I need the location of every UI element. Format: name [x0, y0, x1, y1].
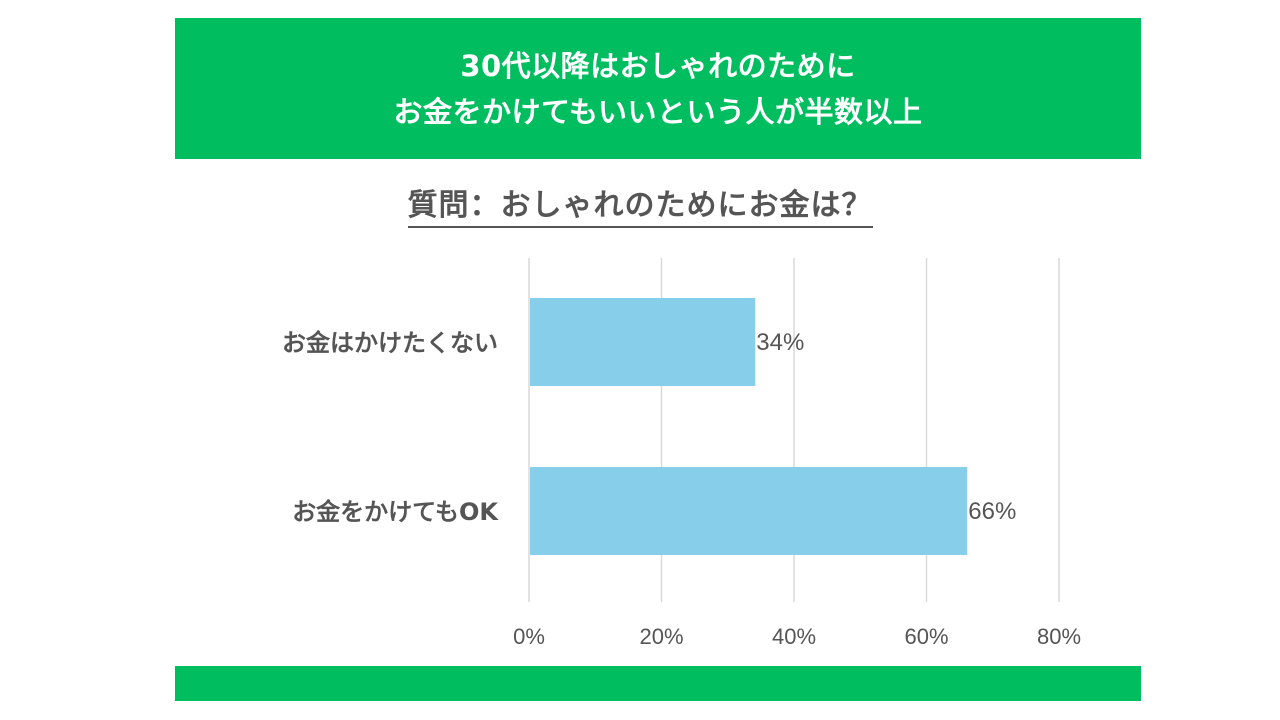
footer-bar [175, 666, 1141, 701]
bar-1 [530, 298, 756, 386]
header-banner: 30代以降はおしゃれのために お金をかけてもいいという人が半数以上 [175, 18, 1141, 159]
x-tick-label-60: 60% [904, 624, 948, 649]
data-label-2: 66% [968, 498, 1016, 525]
question-heading: 質問：おしゃれのためにお金は？ [407, 180, 873, 228]
bar-2 [530, 467, 968, 555]
category-label-1: お金はかけたくない [282, 329, 498, 357]
x-tick-label-40: 40% [772, 624, 816, 649]
header-title-line-2: お金をかけてもいいという人が半数以上 [393, 94, 923, 129]
x-tick-label-80: 80% [1037, 624, 1081, 649]
question-heading-container: 質問：おしゃれのためにお金は？ [0, 180, 1280, 228]
bars [530, 298, 968, 555]
x-tick-label-0: 0% [513, 624, 545, 649]
data-label-1: 34% [756, 329, 804, 356]
x-tick-label-20: 20% [639, 624, 683, 649]
x-axis-tick-labels: 0% 20% 40% 60% 80% [513, 624, 1081, 649]
data-labels: 34% 66% [756, 329, 1016, 525]
header-title-line-1: 30代以降はおしゃれのために [460, 48, 856, 83]
category-label-2: お金をかけてもOK [292, 498, 499, 526]
